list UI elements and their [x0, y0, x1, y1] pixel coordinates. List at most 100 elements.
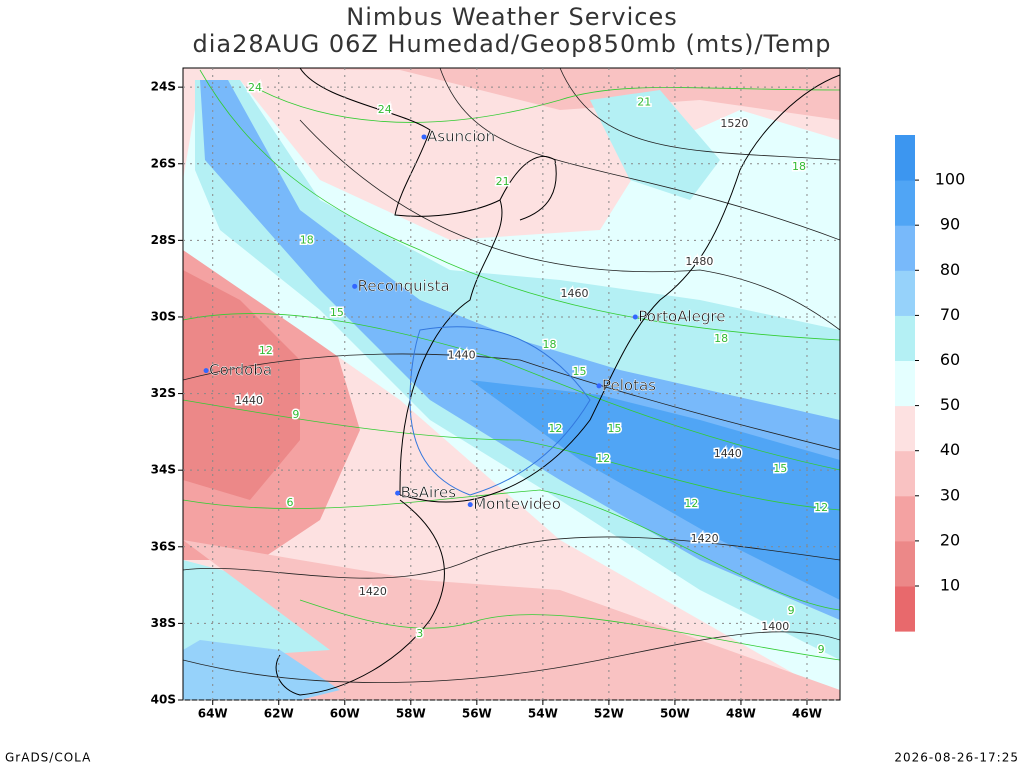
- y-tick-label: 26S: [151, 156, 176, 170]
- geopotential-contour: [439, 68, 840, 241]
- geopotential-label: 1440: [448, 348, 476, 361]
- borders: [275, 68, 840, 696]
- colorbar-box: [895, 135, 915, 181]
- city-marker: [352, 283, 358, 289]
- x-tick-label: 62W: [264, 707, 294, 721]
- border: [499, 155, 557, 221]
- city-label: PortoAlegre: [638, 307, 725, 325]
- colorbar-box: [895, 360, 915, 407]
- y-tick-label: 30S: [151, 309, 176, 323]
- temperature-label: 12: [259, 344, 273, 357]
- temperature-label: 9: [818, 643, 825, 656]
- temperature-label: 21: [637, 95, 651, 108]
- temperature-contour: [259, 87, 840, 123]
- x-tick-label: 58W: [396, 707, 426, 721]
- colorbar-label: 40: [940, 440, 960, 459]
- colorbar-box: [895, 405, 915, 452]
- x-tick-label: 46W: [792, 707, 822, 721]
- y-tick-label: 32S: [151, 386, 176, 400]
- colorbar-label: 90: [940, 215, 960, 234]
- x-tick-label: 50W: [660, 707, 690, 721]
- colorbar-box: [895, 180, 915, 226]
- temperature-label: 18: [792, 160, 806, 173]
- temperature-label: 15: [773, 462, 787, 475]
- city-label: Reconquista: [358, 277, 450, 295]
- contours: [183, 68, 840, 683]
- city-label: Montevideo: [473, 495, 561, 513]
- colorbar-label: 70: [940, 305, 960, 324]
- colorbar-label: 50: [940, 395, 960, 414]
- geopotential-label: 1520: [720, 117, 748, 130]
- temperature-contour: [183, 313, 840, 471]
- colorbar-label: 30: [940, 485, 960, 504]
- subtitle: dia28AUG 06Z Humedad/Geop850mb (mts)/Tem…: [192, 30, 831, 58]
- x-tick-label: 64W: [198, 707, 228, 721]
- colorbar-box: [895, 495, 915, 542]
- temperature-label: 15: [330, 306, 344, 319]
- geopotential-contour: [183, 353, 840, 451]
- y-tick-label: 24S: [151, 80, 176, 94]
- geopotential-label: 1420: [691, 532, 719, 545]
- city-marker: [632, 314, 638, 320]
- temperature-label: 18: [714, 332, 728, 345]
- y-tick-label: 28S: [151, 233, 176, 247]
- map-frame: [182, 67, 841, 701]
- city-marker: [203, 368, 209, 374]
- colorbar-label: 60: [940, 350, 960, 369]
- colorbar-label: 20: [940, 530, 960, 549]
- coastline: [275, 499, 445, 696]
- temperature-label: 24: [378, 103, 392, 116]
- x-tick-label: 56W: [462, 707, 492, 721]
- geopotential-label: 1480: [685, 255, 713, 268]
- temperature-label: 18: [300, 233, 314, 246]
- geopotential-contour: [183, 536, 840, 579]
- footer-left: GrADS/COLA: [5, 751, 91, 765]
- city-label: Pelotas: [602, 376, 656, 394]
- temperature-contour: [183, 489, 840, 611]
- temperature-label: 12: [684, 497, 698, 510]
- temperature-label: 12: [548, 422, 562, 435]
- geopotential-contour: [183, 631, 840, 683]
- title: Nimbus Weather Services: [346, 3, 677, 31]
- colorbar-box: [895, 315, 915, 361]
- temperature-label: 12: [814, 501, 828, 514]
- colorbar-box: [895, 586, 915, 632]
- temperature-label: 21: [496, 175, 510, 188]
- geopotential-label: 1440: [714, 447, 742, 460]
- colorbar-box: [895, 225, 915, 271]
- temperature-contour: [199, 69, 840, 341]
- colorbar-label: 80: [940, 260, 960, 279]
- city-marker: [467, 502, 473, 508]
- y-tick-label: 40S: [151, 693, 176, 707]
- x-tick-label: 60W: [330, 707, 360, 721]
- x-tick-label: 48W: [726, 707, 756, 721]
- y-tick-label: 38S: [151, 616, 176, 630]
- temperature-label: 6: [286, 496, 293, 509]
- temperature-label: 9: [788, 604, 795, 617]
- geopotential-label: 1440: [235, 394, 263, 407]
- city-marker: [395, 490, 401, 496]
- grid: [183, 68, 840, 701]
- footer-right: 2026-08-26-17:25: [894, 751, 1019, 765]
- y-tick-label: 36S: [151, 539, 176, 553]
- geopotential-label: 1420: [359, 585, 387, 598]
- temperature-label: 24: [248, 81, 262, 94]
- temperature-contour: [183, 399, 840, 511]
- city-label: BsAires: [401, 484, 457, 502]
- colorbar-box: [895, 450, 915, 497]
- geopotential-contour: [559, 68, 840, 161]
- coastline: [399, 74, 840, 503]
- geopotential-label: 1460: [561, 287, 589, 300]
- city-label: Asuncion: [427, 127, 495, 145]
- city-marker: [421, 134, 427, 140]
- geopotential-contour: [299, 119, 840, 331]
- temperature-contour: [299, 599, 840, 661]
- geopotential-label: 1400: [761, 620, 789, 633]
- uruguay-border: [409, 326, 591, 496]
- colorbar-box: [895, 270, 915, 316]
- temperature-label: 18: [542, 338, 556, 351]
- x-tick-label: 54W: [528, 707, 558, 721]
- y-tick-label: 34S: [151, 463, 176, 477]
- city-label: Cordoba: [209, 361, 272, 379]
